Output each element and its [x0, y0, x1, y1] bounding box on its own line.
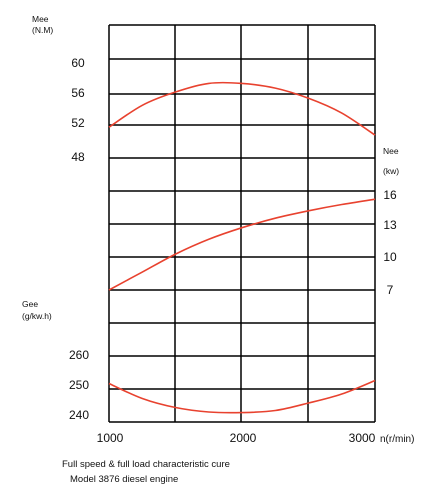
mee-tick-52: 52 [71, 116, 85, 130]
mee-tick-60: 60 [71, 56, 85, 70]
nee-tick-7: 7 [387, 283, 394, 297]
mee-tick-48: 48 [71, 150, 85, 164]
x-tick-1000: 1000 [97, 431, 124, 445]
nee-tick-16: 16 [383, 188, 397, 202]
chart-grid [108, 24, 376, 423]
gee-tick-240: 240 [69, 408, 89, 422]
nee-curve [108, 198, 376, 291]
gee-curve [108, 379, 376, 414]
gee-axis-name: Gee [22, 299, 38, 309]
nee-tick-13: 13 [383, 218, 397, 232]
mee-axis-name: Mee [32, 14, 49, 24]
mee-axis-unit: (N.M) [32, 25, 53, 35]
gee-tick-260: 260 [69, 348, 89, 362]
nee-axis-name: Nee [383, 146, 399, 156]
nee-axis-unit: (kw) [383, 166, 399, 176]
caption-line-2: Model 3876 diesel engine [70, 474, 179, 485]
x-axis-label: n(r/min) [380, 434, 414, 445]
mee-curve [108, 81, 376, 136]
gee-tick-250: 250 [69, 378, 89, 392]
gee-axis-unit: (g/kw.h) [22, 311, 52, 321]
mee-tick-56: 56 [71, 86, 85, 100]
x-tick-2000: 2000 [230, 431, 257, 445]
caption-line-1: Full speed & full load characteristic cu… [62, 459, 230, 470]
nee-tick-10: 10 [383, 250, 397, 264]
x-tick-3000: 3000 [349, 431, 376, 445]
